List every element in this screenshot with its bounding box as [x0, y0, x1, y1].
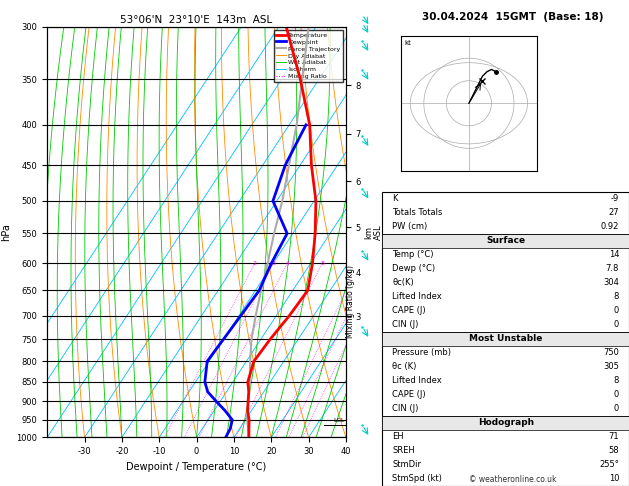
Text: K: K — [392, 194, 398, 204]
Text: StmSpd (kt): StmSpd (kt) — [392, 474, 442, 484]
Text: 0.92: 0.92 — [601, 223, 619, 231]
Text: Mixing Ratio (g/kg): Mixing Ratio (g/kg) — [347, 265, 355, 338]
Text: 0: 0 — [614, 390, 619, 399]
Text: 10: 10 — [609, 474, 619, 484]
Text: © weatheronline.co.uk: © weatheronline.co.uk — [469, 474, 557, 484]
Legend: Temperature, Dewpoint, Parcel Trajectory, Dry Adiabat, Wet Adiabat, Isotherm, Mi: Temperature, Dewpoint, Parcel Trajectory… — [274, 30, 343, 82]
FancyBboxPatch shape — [382, 332, 629, 346]
Text: 0: 0 — [614, 307, 619, 315]
Text: CIN (J): CIN (J) — [392, 404, 419, 414]
Text: 27: 27 — [608, 208, 619, 217]
Y-axis label: km
ASL: km ASL — [364, 224, 383, 240]
Text: Surface: Surface — [486, 237, 525, 245]
Text: kt: kt — [404, 40, 411, 46]
Text: StmDir: StmDir — [392, 461, 421, 469]
Text: Most Unstable: Most Unstable — [469, 334, 542, 344]
Text: CIN (J): CIN (J) — [392, 320, 419, 330]
Text: Temp (°C): Temp (°C) — [392, 250, 434, 260]
Title: 53°06'N  23°10'E  143m  ASL: 53°06'N 23°10'E 143m ASL — [120, 15, 273, 25]
Text: PW (cm): PW (cm) — [392, 223, 428, 231]
Text: Lifted Index: Lifted Index — [392, 377, 442, 385]
Text: 3: 3 — [272, 260, 276, 266]
Text: LCL: LCL — [333, 418, 345, 423]
Text: 0: 0 — [614, 320, 619, 330]
Text: EH: EH — [392, 433, 404, 441]
Text: 71: 71 — [608, 433, 619, 441]
Text: 8: 8 — [614, 377, 619, 385]
FancyBboxPatch shape — [382, 234, 629, 248]
Text: θᴄ(K): θᴄ(K) — [392, 278, 414, 288]
Text: 255°: 255° — [599, 461, 619, 469]
Text: 305: 305 — [603, 363, 619, 371]
Text: 8: 8 — [320, 260, 324, 266]
Text: 8: 8 — [614, 293, 619, 301]
FancyBboxPatch shape — [382, 416, 629, 430]
Text: 2: 2 — [253, 260, 257, 266]
Text: 30.04.2024  15GMT  (Base: 18): 30.04.2024 15GMT (Base: 18) — [422, 12, 603, 22]
Text: -9: -9 — [611, 194, 619, 204]
Y-axis label: hPa: hPa — [1, 223, 11, 241]
Text: Totals Totals: Totals Totals — [392, 208, 443, 217]
Text: 0: 0 — [614, 404, 619, 414]
Text: Hodograph: Hodograph — [477, 418, 534, 428]
Text: 4: 4 — [286, 260, 289, 266]
Text: 14: 14 — [609, 250, 619, 260]
Text: 58: 58 — [608, 447, 619, 455]
Text: SREH: SREH — [392, 447, 415, 455]
Text: 750: 750 — [603, 348, 619, 358]
Text: Lifted Index: Lifted Index — [392, 293, 442, 301]
Text: Dewp (°C): Dewp (°C) — [392, 264, 435, 274]
Text: CAPE (J): CAPE (J) — [392, 307, 426, 315]
Text: 7.8: 7.8 — [606, 264, 619, 274]
X-axis label: Dewpoint / Temperature (°C): Dewpoint / Temperature (°C) — [126, 462, 267, 472]
Text: CAPE (J): CAPE (J) — [392, 390, 426, 399]
Text: θᴄ (K): θᴄ (K) — [392, 363, 416, 371]
Text: 304: 304 — [603, 278, 619, 288]
Text: Pressure (mb): Pressure (mb) — [392, 348, 451, 358]
